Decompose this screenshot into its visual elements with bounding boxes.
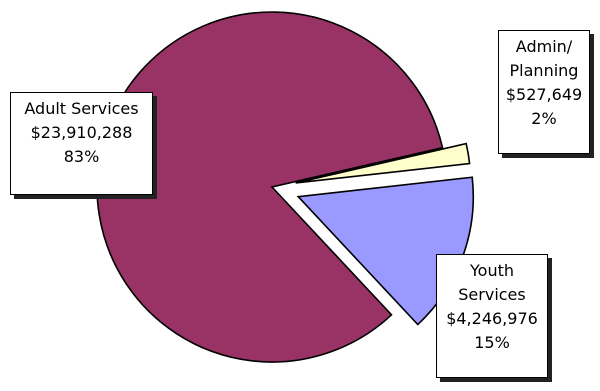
- slice-value-label: $527,649: [505, 85, 583, 104]
- slice-percent-label: 2%: [531, 109, 557, 128]
- slice-name-line: Planning: [509, 61, 579, 80]
- slice-name-line: Adult Services: [24, 99, 139, 118]
- slice-percent-label: 83%: [63, 147, 100, 166]
- pie-slice-admin-planning: [295, 142, 471, 184]
- slice-name-line: Admin/: [515, 37, 573, 56]
- data-label-admin-planning: Admin/ Planning $527,649 2%: [498, 30, 590, 154]
- data-label-adult-services: Adult Services $23,910,288 83%: [10, 92, 153, 195]
- slice-name-line: Youth: [470, 261, 514, 280]
- slice-value-label: $4,246,976: [446, 309, 538, 328]
- slice-name-line: Services: [458, 285, 526, 304]
- slice-percent-label: 15%: [474, 333, 510, 352]
- data-label-youth-services: Youth Services $4,246,976 15%: [436, 254, 548, 378]
- slice-value-label: $23,910,288: [30, 123, 133, 142]
